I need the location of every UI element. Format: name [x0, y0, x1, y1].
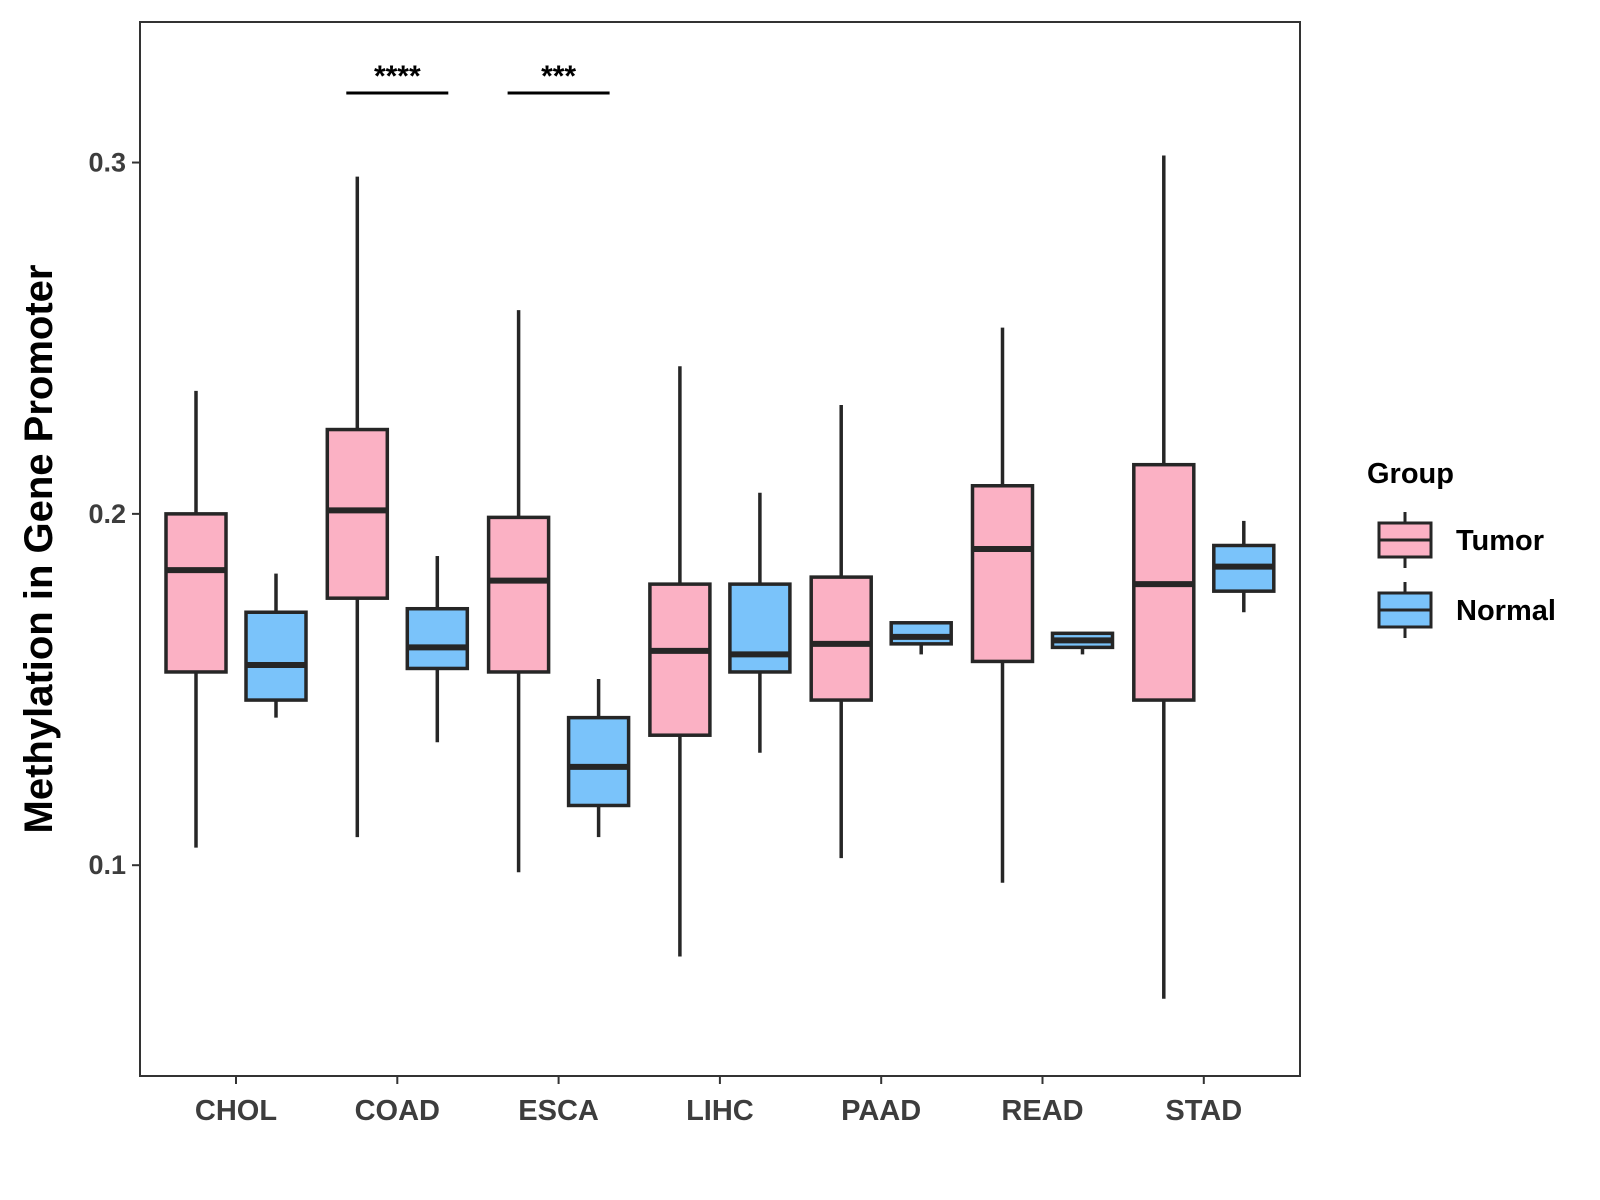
significance-label: ****	[374, 60, 421, 93]
plot-panel	[139, 21, 1301, 1077]
x-axis: CHOL COAD ESCA LIHC PAAD READ STAD	[195, 1076, 1242, 1127]
legend-label: Normal	[1456, 595, 1556, 627]
box-normal-coad	[405, 556, 470, 743]
legend: Group Tumor Normal	[1367, 458, 1556, 638]
x-tick-label: ESCA	[518, 1095, 599, 1127]
box-iqr	[728, 582, 792, 674]
box-normal-lihc	[728, 492, 792, 753]
box-normal-stad	[1212, 520, 1276, 613]
box-iqr	[164, 512, 228, 674]
x-tick-label: CHOL	[195, 1095, 277, 1127]
box-iqr	[325, 427, 390, 600]
box-normal-paad	[889, 621, 953, 655]
x-tick-label: LIHC	[686, 1095, 754, 1127]
box-iqr	[970, 484, 1035, 664]
box-iqr	[648, 582, 712, 737]
box-iqr	[809, 575, 873, 702]
box-iqr	[889, 621, 953, 646]
box-iqr	[566, 715, 631, 808]
box-normal-read	[1050, 631, 1115, 655]
legend-item-tumor: Tumor	[1377, 512, 1544, 568]
legend-title: Group	[1367, 458, 1454, 490]
legend-item-normal: Normal	[1377, 582, 1556, 638]
legend-label: Tumor	[1456, 525, 1544, 557]
y-tick-label: 0.2	[88, 499, 126, 529]
box-tumor-coad	[325, 176, 390, 838]
box-tumor-paad	[809, 404, 873, 859]
box-tumor-stad	[1132, 155, 1196, 999]
box-iqr	[486, 515, 551, 674]
box-tumor-esca	[486, 310, 551, 873]
y-axis: 0.1 0.2 0.3	[88, 148, 140, 880]
x-tick-label: STAD	[1165, 1095, 1242, 1127]
boxes-layer	[164, 155, 1276, 999]
box-iqr	[244, 610, 308, 702]
significance-layer: **** ***	[346, 60, 610, 95]
box-tumor-read	[970, 327, 1035, 883]
box-tumor-lihc	[648, 366, 712, 957]
box-normal-chol	[244, 573, 308, 718]
x-tick-label: COAD	[355, 1095, 440, 1127]
box-tumor-chol	[164, 390, 228, 848]
box-iqr	[405, 606, 470, 671]
y-tick-label: 0.3	[88, 148, 126, 178]
x-tick-label: READ	[1001, 1095, 1083, 1127]
box-normal-esca	[566, 678, 631, 838]
y-tick-label: 0.1	[88, 850, 126, 880]
y-axis-title: Methylation in Gene Promoter	[17, 265, 61, 834]
x-tick-label: PAAD	[841, 1095, 921, 1127]
significance-label: ***	[541, 60, 576, 93]
